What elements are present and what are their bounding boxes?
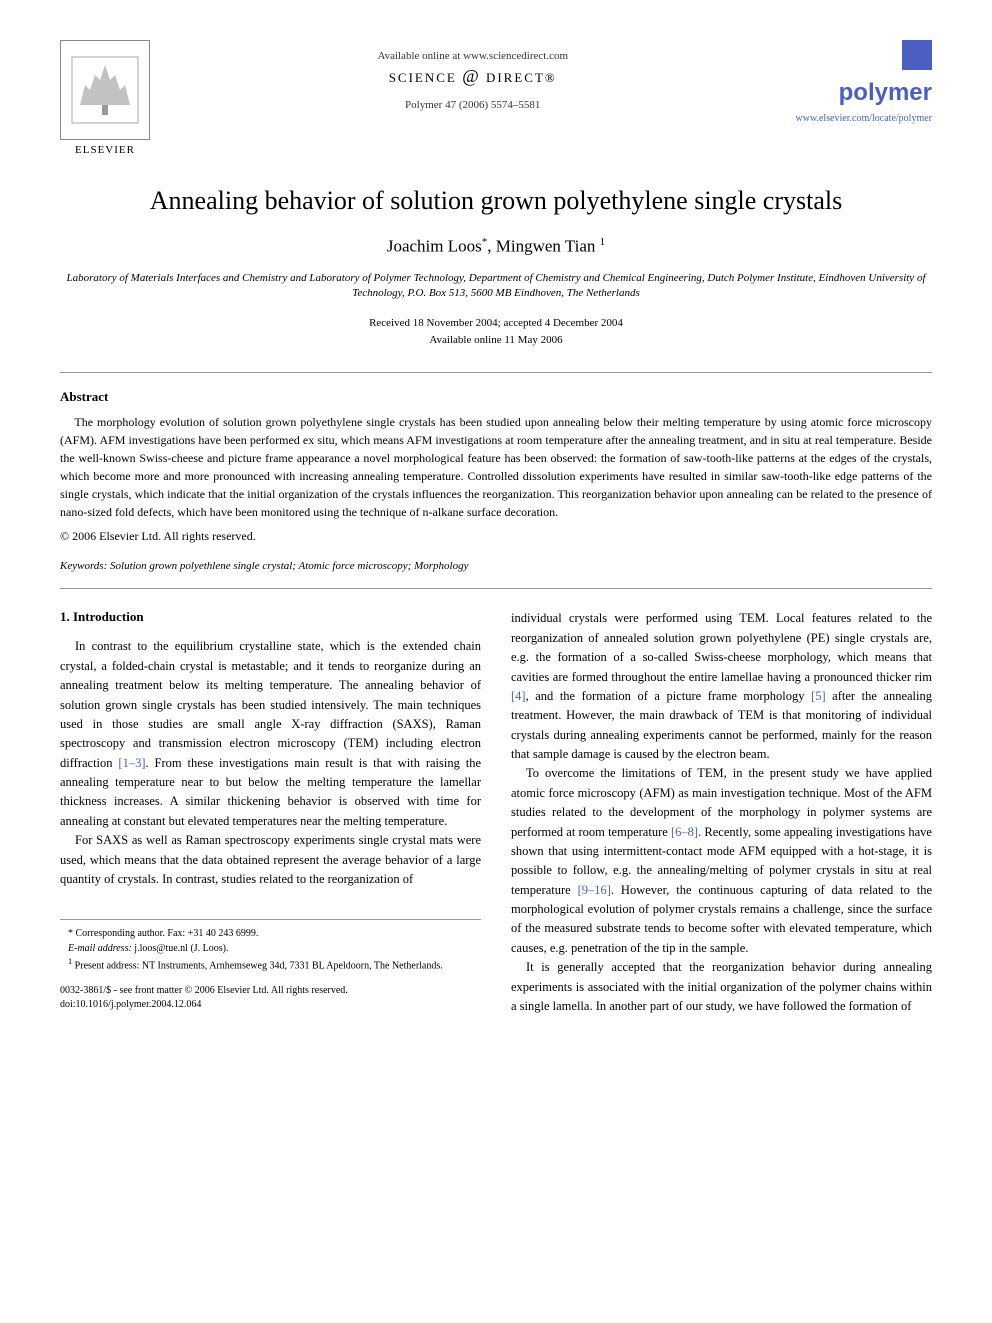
right-p1a: individual crystals were performed using… bbox=[511, 611, 932, 683]
elsevier-tree-logo bbox=[60, 40, 150, 140]
sd-suffix: DIRECT® bbox=[486, 70, 557, 85]
sd-at-symbol: @ bbox=[462, 66, 481, 86]
abstract-text: The morphology evolution of solution gro… bbox=[60, 413, 932, 521]
article-title: Annealing behavior of solution grown pol… bbox=[60, 186, 932, 216]
doi-line: doi:10.1016/j.polymer.2004.12.064 bbox=[60, 998, 481, 1012]
footnote-1-sup: 1 bbox=[68, 957, 72, 966]
copyright-line: © 2006 Elsevier Ltd. All rights reserved… bbox=[60, 529, 932, 544]
right-column: individual crystals were performed using… bbox=[511, 609, 932, 1016]
polymer-logo-block: polymer www.elsevier.com/locate/polymer bbox=[795, 40, 932, 124]
elsevier-block: ELSEVIER bbox=[60, 40, 150, 156]
header-row: ELSEVIER Available online at www.science… bbox=[60, 40, 932, 156]
email-label: E-mail address: bbox=[68, 943, 132, 954]
right-p3: It is generally accepted that the reorga… bbox=[511, 958, 932, 1016]
online-date: Available online 11 May 2006 bbox=[60, 332, 932, 349]
issn-line: 0032-3861/$ - see front matter © 2006 El… bbox=[60, 984, 481, 998]
right-body-text: individual crystals were performed using… bbox=[511, 609, 932, 1016]
footnotes-block: * Corresponding author. Fax: +31 40 243 … bbox=[60, 919, 481, 1011]
left-p1a: In contrast to the equilibrium crystalli… bbox=[60, 639, 481, 769]
journal-reference: Polymer 47 (2006) 5574–5581 bbox=[150, 99, 795, 111]
section-1-heading: 1. Introduction bbox=[60, 609, 481, 625]
polymer-url[interactable]: www.elsevier.com/locate/polymer bbox=[795, 113, 932, 124]
author-sep: , bbox=[487, 237, 496, 256]
rule-top bbox=[60, 372, 932, 373]
email-address[interactable]: j.loos@tue.nl bbox=[132, 943, 191, 954]
keywords-label: Keywords: bbox=[60, 560, 107, 572]
left-body-text: In contrast to the equilibrium crystalli… bbox=[60, 637, 481, 889]
header-center: Available online at www.sciencedirect.co… bbox=[150, 40, 795, 111]
doi-block: 0032-3861/$ - see front matter © 2006 El… bbox=[60, 984, 481, 1012]
author-1: Joachim Loos bbox=[387, 237, 482, 256]
dates-block: Received 18 November 2004; accepted 4 De… bbox=[60, 315, 932, 348]
keywords-text: Solution grown polyethlene single crysta… bbox=[107, 560, 468, 572]
author-2: Mingwen Tian bbox=[496, 237, 596, 256]
abstract-heading: Abstract bbox=[60, 389, 932, 405]
ref-5[interactable]: [5] bbox=[811, 689, 826, 703]
email-suffix: (J. Loos). bbox=[190, 943, 228, 954]
science-direct-logo: SCIENCE @ DIRECT® bbox=[150, 66, 795, 87]
sd-prefix: SCIENCE bbox=[389, 70, 457, 85]
affiliation: Laboratory of Materials Interfaces and C… bbox=[60, 271, 932, 302]
ref-9-16[interactable]: [9–16] bbox=[578, 883, 611, 897]
polymer-square-icon bbox=[902, 40, 932, 70]
left-column: 1. Introduction In contrast to the equil… bbox=[60, 609, 481, 1016]
abstract-body: The morphology evolution of solution gro… bbox=[60, 415, 932, 519]
right-p1b: , and the formation of a picture frame m… bbox=[526, 689, 811, 703]
ref-4[interactable]: [4] bbox=[511, 689, 526, 703]
ref-6-8[interactable]: [6–8] bbox=[671, 825, 698, 839]
available-online-text: Available online at www.sciencedirect.co… bbox=[150, 50, 795, 62]
ref-1-3[interactable]: [1–3] bbox=[118, 756, 145, 770]
rule-bottom bbox=[60, 588, 932, 589]
polymer-journal-name: polymer bbox=[795, 79, 932, 107]
corresponding-author: * Corresponding author. Fax: +31 40 243 … bbox=[60, 926, 481, 941]
author-2-sup: 1 bbox=[600, 236, 606, 248]
two-column-body: 1. Introduction In contrast to the equil… bbox=[60, 609, 932, 1016]
authors-line: Joachim Loos*, Mingwen Tian 1 bbox=[60, 236, 932, 257]
keywords-line: Keywords: Solution grown polyethlene sin… bbox=[60, 560, 932, 572]
elsevier-label: ELSEVIER bbox=[60, 144, 150, 156]
left-p2: For SAXS as well as Raman spectroscopy e… bbox=[60, 831, 481, 889]
present-address: Present address: NT Instruments, Arnhems… bbox=[75, 961, 443, 972]
received-date: Received 18 November 2004; accepted 4 De… bbox=[60, 315, 932, 332]
